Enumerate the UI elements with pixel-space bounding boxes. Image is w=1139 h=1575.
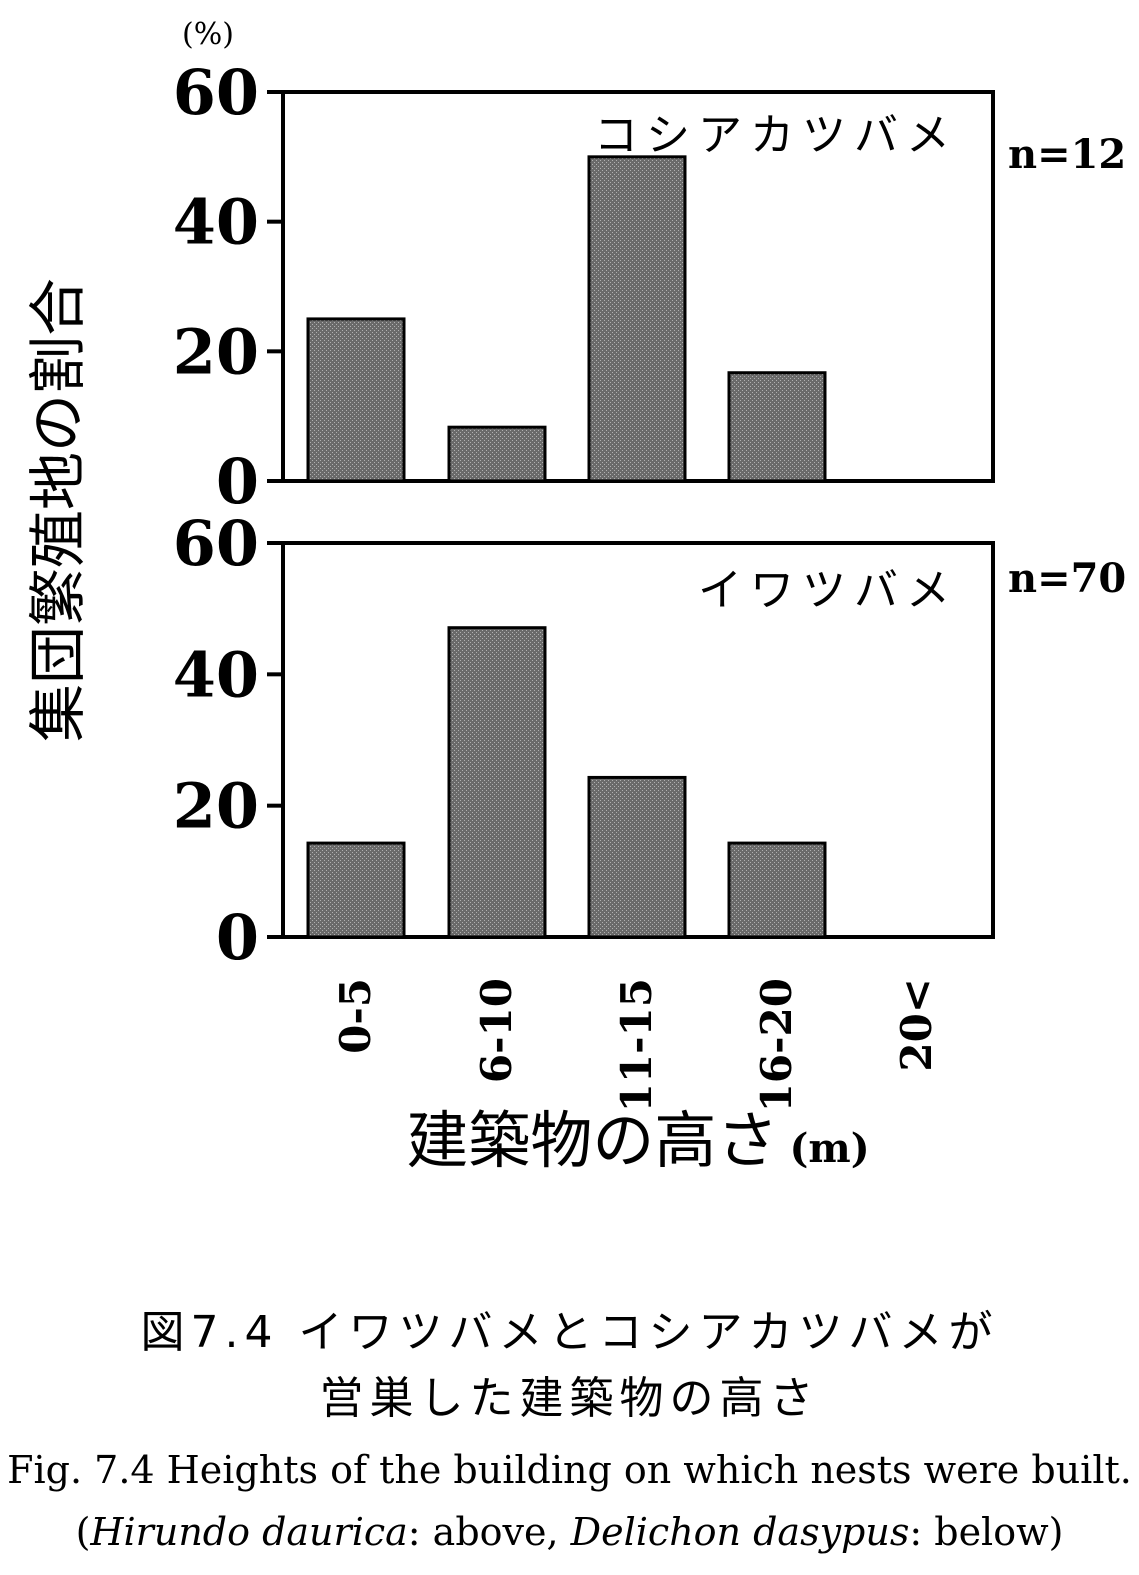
- y-tick-label: 0: [216, 901, 259, 974]
- y-tick-label: 20: [173, 315, 259, 388]
- plot-top: 0 20 40 60 コシアカツバメ n=12: [173, 56, 1127, 518]
- x-axis-unit: (m): [789, 1125, 869, 1172]
- y-unit-label: (%): [182, 17, 234, 52]
- bar: [727, 371, 827, 483]
- y-tick-label: 20: [173, 770, 259, 843]
- y-axis-title: 集団繁殖地の割合: [24, 278, 92, 742]
- x-tick-label: 16-20: [752, 978, 801, 1112]
- bar: [447, 425, 547, 483]
- caption-species-below: Delichon dasypus: [570, 1510, 910, 1554]
- x-tick-label: 20<: [892, 978, 941, 1072]
- plot-bottom: 0 20 40 60 イワツバメ n=70: [173, 507, 1127, 974]
- caption-species-above: Hirundo daurica: [90, 1510, 408, 1554]
- species-label: イワツバメ: [698, 565, 958, 616]
- x-tick-labels: 0-5 6-10 11-15 16-20 20<: [331, 978, 941, 1112]
- bar: [306, 317, 406, 483]
- caption-en-line1: Fig. 7.4 Heights of the building on whic…: [7, 1448, 1132, 1492]
- bar: [587, 155, 687, 483]
- caption-jp-line2: 営巣した建築物の高さ: [319, 1373, 820, 1424]
- caption-paren-open: (: [75, 1510, 91, 1554]
- caption-mid: : above,: [407, 1510, 571, 1554]
- sample-size-label: n=12: [1008, 131, 1126, 178]
- bar: [587, 775, 687, 939]
- y-tick-label: 60: [173, 507, 259, 580]
- x-tick-label: 11-15: [612, 978, 661, 1112]
- bar: [727, 841, 827, 939]
- x-tick-label: 0-5: [331, 978, 380, 1054]
- caption-en-line2: (Hirundo daurica: above, Delichon dasypu…: [0, 1510, 1139, 1554]
- y-tick-label: 60: [173, 56, 259, 129]
- caption-jp-line1: 図7.4 イワツバメとコシアカツバメが: [140, 1307, 999, 1358]
- bar: [447, 626, 547, 939]
- y-tick-label: 40: [173, 186, 259, 259]
- x-axis-title-text: 建築物の高さ: [406, 1104, 778, 1177]
- sample-size-label: n=70: [1008, 555, 1126, 602]
- x-axis-title: 建築物の高さ (m): [406, 1104, 869, 1177]
- x-tick-label: 6-10: [472, 978, 521, 1083]
- y-tick-label: 0: [216, 445, 259, 518]
- y-tick-label: 40: [173, 638, 259, 711]
- species-label: コシアカツバメ: [594, 110, 958, 161]
- caption-close: : below): [909, 1510, 1064, 1554]
- bar: [306, 841, 406, 939]
